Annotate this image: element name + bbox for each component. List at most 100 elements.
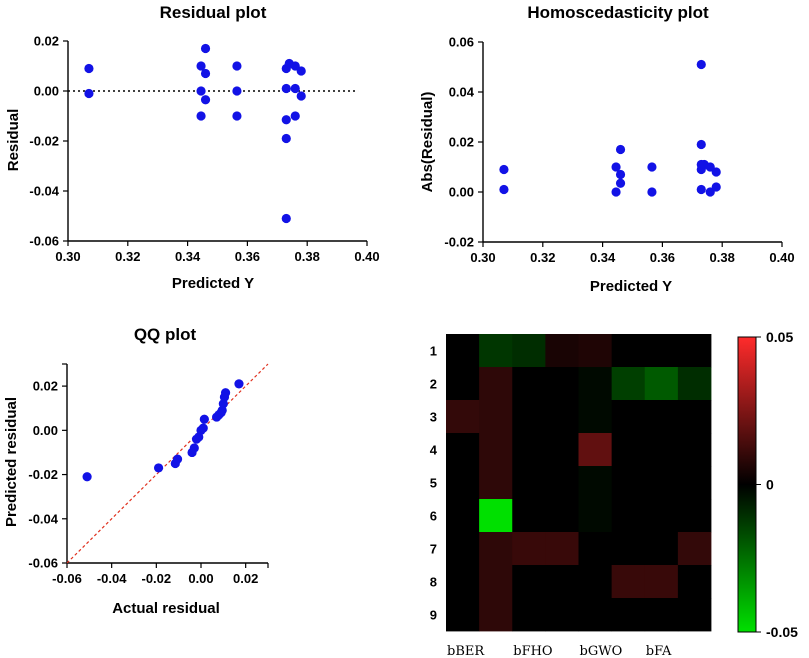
qq-y-tick-label: 0.00 xyxy=(33,423,58,438)
residual-x-tick-label: 0.38 xyxy=(295,249,320,264)
heatmap-cell xyxy=(644,466,679,500)
qq-point xyxy=(199,414,209,424)
qq-x-tick-label: -0.04 xyxy=(97,571,127,586)
heatmap-cell xyxy=(644,532,679,566)
heatmap-cell xyxy=(446,565,480,599)
homosced-point xyxy=(615,169,626,180)
heatmap-cell xyxy=(446,532,480,566)
heatmap-cell xyxy=(677,334,712,368)
homosced-x-tick-label: 0.40 xyxy=(769,250,794,265)
colorbar-tick-label: 0.05 xyxy=(766,329,793,345)
heatmap: 1 2 3 4 5 6 7 8 9 bBER bFHO bGWO bFA 0.05 0 -0.05 xyxy=(430,329,798,658)
heatmap-cell xyxy=(545,598,579,632)
colorbar-tick-label: -0.05 xyxy=(766,624,798,640)
homosced-x-tick-label: 0.38 xyxy=(710,250,735,265)
heatmap-cell xyxy=(479,532,513,566)
residual-point xyxy=(196,111,206,121)
residual-point xyxy=(200,68,211,79)
residual-point xyxy=(84,63,94,74)
heatmap-cell xyxy=(512,598,546,632)
residual-plot-xlabel: Predicted Y xyxy=(172,275,254,292)
homosced-y-tick-label: 0.06 xyxy=(449,35,474,50)
heatmap-cell xyxy=(611,433,646,467)
qq-plot-title: QQ plot xyxy=(134,325,197,344)
qq-x-tick-label: 0.00 xyxy=(188,571,213,586)
qq-plot-ylabel: Predicted residual xyxy=(3,397,20,527)
homosced-x-tick-label: 0.34 xyxy=(590,250,616,265)
residual-y-tick-label: -0.02 xyxy=(29,134,59,149)
residual-y-tick-label: -0.06 xyxy=(29,234,59,249)
heatmap-cell xyxy=(578,400,613,434)
heatmap-cell xyxy=(644,334,679,368)
heatmap-cell xyxy=(512,499,546,533)
heatmap-cell xyxy=(479,433,513,467)
qq-x-tick-label: -0.02 xyxy=(142,571,172,586)
colorbar-tick-label: 0 xyxy=(766,477,774,493)
homosced-point xyxy=(696,139,706,150)
heatmap-cell xyxy=(611,532,646,566)
qq-y-tick-label: -0.04 xyxy=(28,511,58,526)
qq-y-tick-label: -0.02 xyxy=(28,467,58,482)
heatmap-row-label: 1 xyxy=(430,344,437,359)
qq-plot-xlabel: Actual residual xyxy=(112,600,220,617)
residual-x-tick-label: 0.40 xyxy=(354,249,379,264)
heatmap-cell xyxy=(578,598,613,632)
residual-point xyxy=(281,83,291,94)
heatmap-cell xyxy=(512,565,546,599)
homosced-point xyxy=(647,162,657,172)
qq-identity-line xyxy=(66,363,269,564)
residual-x-tick-label: 0.34 xyxy=(175,249,201,264)
heatmap-cell xyxy=(479,598,513,632)
heatmap-cell xyxy=(545,499,579,533)
heatmap-cell xyxy=(644,433,679,467)
heatmap-row-label: 7 xyxy=(430,542,437,557)
heatmap-cell xyxy=(611,367,646,401)
homosced-point xyxy=(711,182,721,192)
homosced-x-tick-label: 0.32 xyxy=(530,250,555,265)
heatmap-cell xyxy=(479,367,513,401)
homosced-point xyxy=(499,164,509,175)
qq-point xyxy=(172,454,183,464)
residual-point xyxy=(290,111,300,121)
heatmap-cell xyxy=(578,466,613,500)
heatmap-cell xyxy=(611,400,646,434)
residual-point xyxy=(196,61,206,71)
residual-x-tick-label: 0.36 xyxy=(235,249,260,264)
heatmap-cell xyxy=(545,400,579,434)
residual-y-tick-label: 0.00 xyxy=(34,84,59,99)
residual-x-tick-label: 0.30 xyxy=(55,249,80,264)
homosced-point xyxy=(696,59,706,70)
heatmap-cell xyxy=(446,466,480,500)
heatmap-cell xyxy=(611,565,646,599)
residual-x-tick-label: 0.32 xyxy=(115,249,140,264)
heatmap-cell xyxy=(677,565,712,599)
heatmap-cell xyxy=(512,400,546,434)
heatmap-cell xyxy=(545,367,579,401)
homoscedasticity-plot: Homoscedasticity plot Predicted Y Abs(Re… xyxy=(419,3,795,295)
residual-point xyxy=(84,88,94,99)
heatmap-cell xyxy=(578,565,613,599)
heatmap-cell xyxy=(446,334,480,368)
homosced-point xyxy=(615,178,626,188)
residual-point xyxy=(281,133,291,144)
heatmap-cell xyxy=(479,334,513,368)
heatmap-cell xyxy=(512,466,546,500)
qq-x-tick-label: 0.02 xyxy=(233,571,258,586)
heatmap-cell xyxy=(446,367,480,401)
heatmap-col-label: bFHO xyxy=(513,644,552,658)
residual-point xyxy=(290,83,300,94)
qq-point xyxy=(198,423,208,433)
heatmap-cell xyxy=(479,499,513,533)
heatmap-cell xyxy=(545,334,579,368)
heatmap-cell xyxy=(446,499,480,533)
homosced-x-tick-label: 0.36 xyxy=(650,250,675,265)
heatmap-cell xyxy=(677,532,712,566)
heatmap-cell xyxy=(611,466,646,500)
heatmap-cell xyxy=(578,433,613,467)
qq-point xyxy=(153,463,164,473)
qq-y-tick-label: -0.06 xyxy=(28,556,58,571)
residual-point xyxy=(200,43,211,54)
residual-point xyxy=(232,111,242,121)
colorbar xyxy=(737,336,757,633)
